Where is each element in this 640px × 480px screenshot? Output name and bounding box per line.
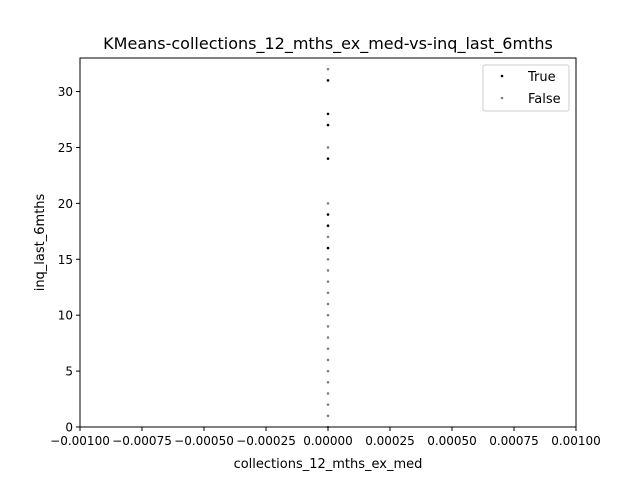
data-point-false: [326, 257, 330, 261]
data-point-false: [326, 67, 330, 71]
x-tick-label: −0.00025: [236, 434, 296, 448]
data-point-false: [326, 302, 330, 306]
legend: True False: [482, 64, 570, 112]
x-tick-label: 0.00025: [365, 434, 415, 448]
y-tick-label: 30: [58, 85, 73, 99]
x-axis-ticks: −0.00100 −0.00075 −0.00050 −0.00025 0.00000 0…: [50, 427, 601, 448]
x-tick-label: 0.00050: [427, 434, 477, 448]
data-point-true: [326, 112, 330, 116]
data-point-false: [326, 325, 330, 328]
y-tick-label: 5: [65, 365, 73, 379]
legend-label-true: True: [527, 70, 556, 85]
data-point-false: [326, 347, 330, 351]
data-point-true: [326, 157, 330, 160]
x-axis-label: collections_12_mths_ex_med: [234, 457, 423, 472]
points-layer: [326, 67, 330, 429]
legend-marker-false: [500, 96, 504, 100]
data-point-false: [326, 392, 330, 395]
data-point-true: [326, 224, 330, 228]
data-point-false: [326, 369, 330, 373]
chart-title: KMeans-collections_12_mths_ex_med-vs-inq…: [103, 34, 553, 54]
data-point-true: [326, 246, 330, 250]
x-tick-label: −0.00100: [50, 434, 110, 448]
y-tick-label: 20: [58, 197, 73, 211]
data-point-false: [326, 414, 330, 418]
y-tick-label: 15: [58, 253, 73, 267]
x-tick-label: 0.00075: [489, 434, 539, 448]
y-tick-label: 0: [65, 421, 73, 435]
legend-marker-true: [500, 74, 504, 78]
data-point-true: [326, 79, 330, 82]
y-tick-label: 10: [58, 309, 73, 323]
data-point-false: [326, 313, 330, 317]
data-point-false: [326, 336, 330, 339]
y-axis-ticks: 0 5 10 15 20 25 30: [58, 85, 80, 435]
data-point-false: [326, 291, 330, 295]
x-tick-label: 0.00000: [303, 434, 353, 448]
data-point-false: [326, 403, 330, 406]
data-point-false: [326, 380, 330, 384]
data-point-false: [326, 358, 330, 362]
data-point-false: [326, 202, 330, 205]
data-point-true: [326, 123, 330, 127]
data-point-false: [326, 235, 330, 239]
data-point-false: [326, 146, 330, 149]
data-point-false: [326, 269, 330, 272]
x-tick-label: −0.00050: [174, 434, 234, 448]
y-tick-label: 25: [58, 141, 73, 155]
data-point-true: [326, 213, 330, 216]
data-point-false: [326, 280, 330, 283]
legend-label-false: False: [528, 92, 561, 107]
x-tick-label: 0.00100: [551, 434, 601, 448]
legend-box: [482, 64, 570, 112]
x-tick-label: −0.00075: [112, 434, 172, 448]
y-axis-label: inq_last_6mths: [33, 193, 48, 291]
